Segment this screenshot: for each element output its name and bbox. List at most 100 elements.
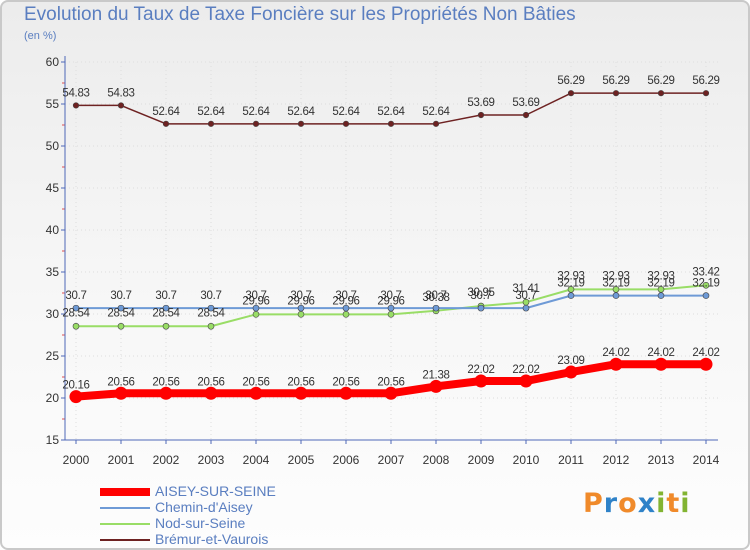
data-label-bremur-et-vaurois-2008: 52.64: [422, 106, 450, 118]
data-label-chemin-d-aisey-2006: 30.7: [335, 290, 356, 302]
y-tick-label-40: 40: [46, 223, 60, 237]
data-label-chemin-d-aisey-2002: 30.7: [155, 290, 176, 302]
x-tick-label-2002: 2002: [153, 453, 180, 467]
point-bremur-et-vaurois-2002: [162, 120, 170, 127]
data-label-bremur-et-vaurois-2006: 52.64: [332, 106, 360, 118]
legend-label-bremur-et-vaurois: Brémur-et-Vaurois: [155, 531, 269, 547]
data-label-nod-sur-seine-2001: 28.54: [107, 307, 135, 319]
data-label-chemin-d-aisey-2005: 30.7: [290, 290, 311, 302]
legend-label-nod-sur-seine: Nod-sur-Seine: [155, 515, 246, 531]
data-label-nod-sur-seine-2010: 31.41: [512, 283, 539, 295]
data-label-nod-sur-seine-2007: 29.96: [377, 295, 404, 307]
data-label-aisey-sur-seine-2005: 20.56: [287, 376, 314, 388]
proxiti-logo: Proxiti: [583, 488, 691, 519]
legend-swatch-chemin-daisey: [100, 507, 150, 509]
point-chemin-d-aisey-2008: [432, 304, 440, 312]
point-nod-sur-seine-2003: [207, 322, 215, 330]
point-chemin-d-aisey-2009: [477, 304, 485, 312]
data-label-aisey-sur-seine-2003: 20.56: [197, 376, 224, 388]
point-nod-sur-seine-2005: [297, 311, 305, 318]
data-label-chemin-d-aisey-2007: 30.7: [380, 290, 401, 302]
point-bremur-et-vaurois-2009: [477, 111, 485, 119]
point-bremur-et-vaurois-2012: [612, 90, 620, 97]
y-tick-label-15: 15: [46, 433, 60, 447]
data-label-aisey-sur-seine-2007: 20.56: [377, 376, 404, 388]
legend-label-aisey-sur-seine: AISEY-SUR-SEINE: [155, 483, 276, 499]
data-label-nod-sur-seine-2011: 32.93: [557, 270, 584, 282]
data-label-chemin-d-aisey-2012: 32.19: [602, 278, 629, 290]
point-bremur-et-vaurois-2005: [297, 120, 305, 127]
x-tick-label-2011: 2011: [558, 453, 584, 467]
point-chemin-d-aisey-2013: [657, 292, 665, 299]
point-chemin-d-aisey-2000: [72, 304, 80, 312]
data-label-chemin-d-aisey-2004: 30.7: [245, 290, 266, 302]
data-label-bremur-et-vaurois-2000: 54.83: [62, 87, 89, 99]
data-label-bremur-et-vaurois-2003: 52.64: [197, 106, 225, 118]
point-nod-sur-seine-2000: [72, 322, 80, 330]
data-label-bremur-et-vaurois-2002: 52.64: [152, 106, 180, 118]
chart-subtitle: (en %): [24, 30, 57, 42]
data-label-bremur-et-vaurois-2005: 52.64: [287, 106, 315, 118]
data-label-bremur-et-vaurois-2009: 53.69: [467, 97, 494, 109]
point-aisey-sur-seine-2010: [519, 374, 533, 388]
x-tick-label-2010: 2010: [513, 453, 540, 467]
legend-swatch-aisey-sur-seine: [100, 488, 150, 496]
point-aisey-sur-seine-2001: [114, 386, 128, 400]
point-bremur-et-vaurois-2001: [117, 102, 125, 109]
point-chemin-d-aisey-2010: [522, 304, 530, 312]
data-label-nod-sur-seine-2005: 29.96: [287, 295, 314, 307]
point-aisey-sur-seine-2007: [384, 386, 398, 400]
point-bremur-et-vaurois-2013: [657, 90, 665, 97]
data-label-bremur-et-vaurois-2004: 52.64: [242, 106, 270, 118]
axes: [61, 56, 718, 444]
point-bremur-et-vaurois-2014: [702, 90, 710, 97]
point-chemin-d-aisey-2005: [297, 304, 305, 312]
data-label-bremur-et-vaurois-2014: 56.29: [692, 75, 719, 87]
proxiti-logo-letter: i: [680, 488, 691, 519]
data-label-chemin-d-aisey-2000: 30.7: [65, 290, 86, 302]
x-tick-label-2014: 2014: [693, 453, 720, 467]
data-label-aisey-sur-seine-2011: 23.09: [557, 355, 584, 367]
data-label-bremur-et-vaurois-2012: 56.29: [602, 75, 629, 87]
data-label-nod-sur-seine-2004: 29.96: [242, 295, 269, 307]
data-label-nod-sur-seine-2006: 29.96: [332, 295, 359, 307]
point-aisey-sur-seine-2005: [294, 386, 308, 400]
data-label-aisey-sur-seine-2012: 24.02: [602, 347, 629, 359]
data-label-aisey-sur-seine-2010: 22.02: [512, 364, 539, 376]
data-label-nod-sur-seine-2013: 32.93: [647, 270, 674, 282]
data-label-nod-sur-seine-2009: 30.95: [467, 287, 494, 299]
point-aisey-sur-seine-2004: [249, 386, 263, 400]
point-chemin-d-aisey-2012: [612, 292, 620, 299]
data-label-aisey-sur-seine-2004: 20.56: [242, 376, 269, 388]
y-tick-label-25: 25: [46, 349, 60, 363]
x-tick-label-2008: 2008: [423, 453, 450, 467]
proxiti-logo-letter: P: [583, 488, 604, 519]
point-aisey-sur-seine-2011: [564, 365, 578, 379]
point-aisey-sur-seine-2012: [609, 357, 623, 371]
data-label-nod-sur-seine-2002: 28.54: [152, 307, 180, 319]
point-aisey-sur-seine-2006: [339, 386, 353, 400]
data-label-chemin-d-aisey-2003: 30.7: [200, 290, 221, 302]
point-bremur-et-vaurois-2006: [342, 120, 350, 127]
data-label-aisey-sur-seine-2008: 21.38: [422, 369, 449, 381]
data-label-aisey-sur-seine-2000: 20.16: [62, 380, 89, 392]
point-chemin-d-aisey-2003: [207, 304, 215, 312]
point-aisey-sur-seine-2013: [654, 357, 668, 371]
point-chemin-d-aisey-2011: [567, 292, 575, 299]
point-bremur-et-vaurois-2007: [387, 120, 395, 127]
data-label-bremur-et-vaurois-2013: 56.29: [647, 75, 674, 87]
data-labels: 54.83 54.83 52.64 52.64 52.64 52.64 52.64 52.64…: [62, 75, 720, 392]
data-label-nod-sur-seine-2012: 32.93: [602, 270, 629, 282]
point-aisey-sur-seine-2008: [429, 379, 443, 393]
proxiti-logo-letter: t: [666, 488, 681, 519]
point-bremur-et-vaurois-2011: [567, 90, 575, 97]
point-nod-sur-seine-2001: [117, 322, 125, 330]
point-chemin-d-aisey-2014: [702, 292, 710, 299]
point-chemin-d-aisey-2001: [117, 304, 125, 312]
y-tick-label-55: 55: [46, 97, 60, 111]
point-aisey-sur-seine-2014: [699, 357, 713, 371]
data-label-chemin-d-aisey-2014: 32.19: [692, 278, 719, 290]
point-aisey-sur-seine-2009: [474, 374, 488, 388]
